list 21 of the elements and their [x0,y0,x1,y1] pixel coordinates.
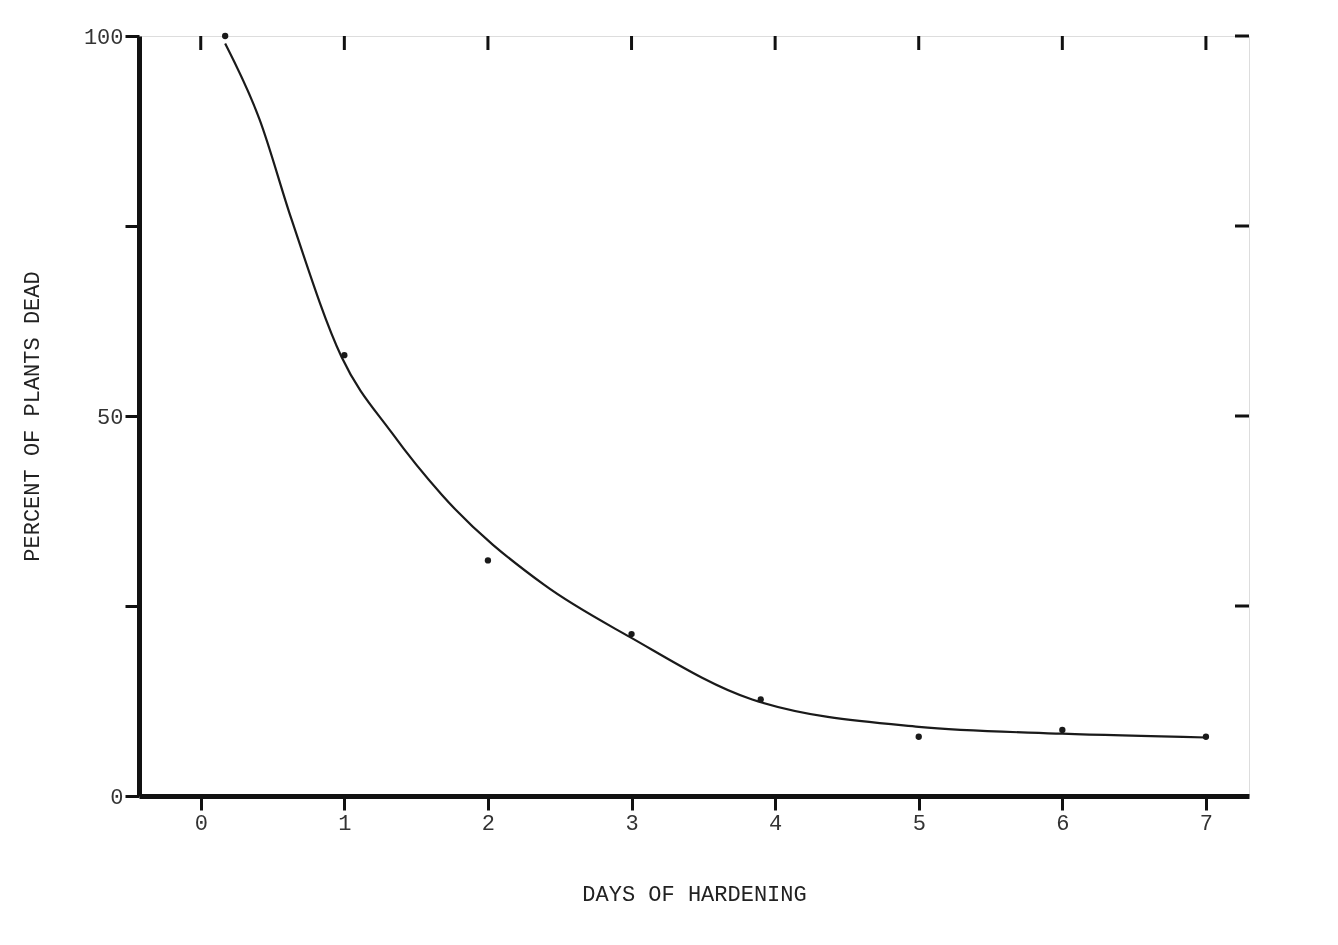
y-tick-label: 0 [110,785,124,811]
x-tick-label: 5 [912,811,926,837]
point [757,696,764,703]
y-tick-label: 50 [97,405,124,431]
x-tick-label: 3 [625,811,639,837]
x-tick-label: 0 [194,811,208,837]
point [484,557,492,564]
point [1202,733,1210,740]
x-tick-label: 6 [1056,811,1070,837]
point [222,32,229,40]
point [341,352,348,359]
point [628,630,635,638]
x-tick-label: 2 [481,811,496,837]
x-tick-label: 4 [769,811,783,837]
y-axis-title: PERCENT OF PLANTS DEAD [20,271,46,562]
point [1059,726,1066,734]
y-tick-label: 100 [83,25,124,51]
x-tick-label: 1 [338,811,352,837]
point [915,733,922,740]
x-tick-label: 7 [1199,811,1214,837]
x-axis-title: DAYS OF HARDENING [582,882,807,908]
